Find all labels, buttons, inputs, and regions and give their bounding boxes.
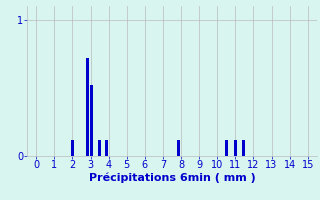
Bar xyxy=(90,85,93,156)
Bar xyxy=(71,140,74,156)
X-axis label: Précipitations 6min ( mm ): Précipitations 6min ( mm ) xyxy=(89,173,255,183)
Bar xyxy=(225,140,228,156)
Bar xyxy=(242,140,245,156)
Bar xyxy=(86,58,89,156)
Bar xyxy=(106,140,108,156)
Bar xyxy=(98,140,101,156)
Bar xyxy=(234,140,237,156)
Bar xyxy=(177,140,180,156)
